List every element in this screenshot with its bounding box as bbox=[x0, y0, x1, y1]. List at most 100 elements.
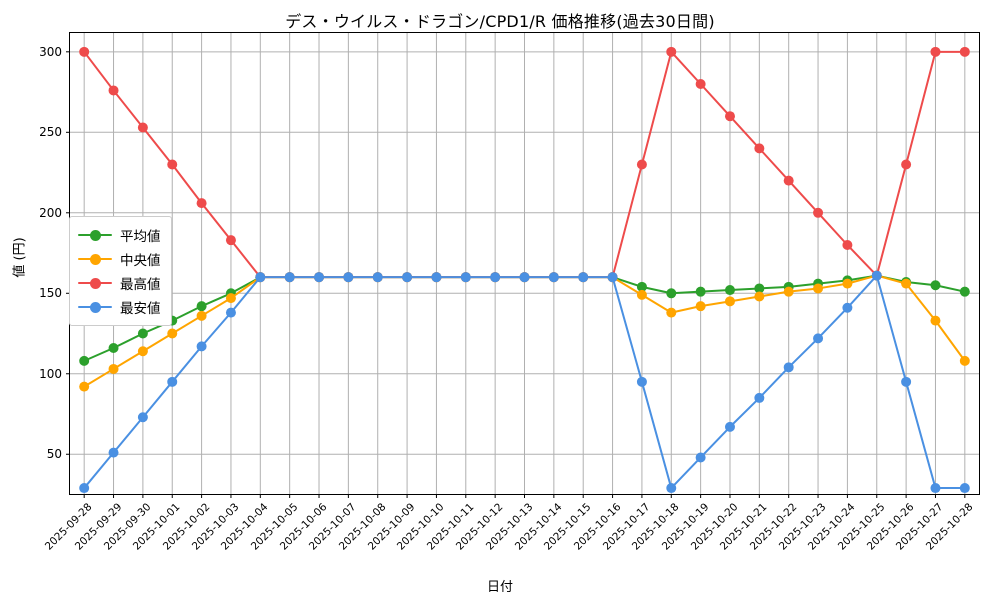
data-point-marker bbox=[548, 272, 559, 283]
data-point-marker bbox=[79, 381, 90, 392]
legend-item-label: 最安値 bbox=[120, 301, 161, 317]
data-point-marker bbox=[813, 207, 824, 218]
data-point-marker bbox=[695, 301, 706, 312]
legend-item[interactable]: 平均値 bbox=[78, 223, 161, 247]
data-point-marker bbox=[196, 301, 207, 312]
data-point-marker bbox=[842, 239, 853, 250]
data-point-marker bbox=[490, 272, 501, 283]
data-point-marker bbox=[372, 272, 383, 283]
data-point-marker bbox=[225, 293, 236, 304]
x-axis-label: 日付 bbox=[486, 580, 513, 595]
data-point-marker bbox=[930, 280, 941, 291]
data-point-marker bbox=[79, 46, 90, 57]
legend-swatch-icon bbox=[78, 228, 112, 242]
data-point-marker bbox=[666, 288, 677, 299]
y-tick-label: 100 bbox=[39, 366, 62, 381]
data-point-marker bbox=[108, 447, 119, 458]
data-point-marker bbox=[79, 355, 90, 366]
grid-lines bbox=[69, 32, 980, 495]
data-point-marker bbox=[901, 376, 912, 387]
axis-ticks bbox=[66, 51, 966, 498]
data-point-marker bbox=[225, 235, 236, 246]
data-point-marker bbox=[167, 328, 178, 339]
legend-item-label: 平均値 bbox=[120, 229, 161, 245]
series-最安値 bbox=[79, 270, 970, 494]
data-point-marker bbox=[871, 270, 882, 281]
data-point-marker bbox=[636, 376, 647, 387]
data-point-marker bbox=[695, 286, 706, 297]
legend-swatch-icon bbox=[78, 252, 112, 266]
data-point-marker bbox=[724, 296, 735, 307]
data-point-marker bbox=[813, 283, 824, 294]
data-point-marker bbox=[607, 272, 618, 283]
data-point-marker bbox=[108, 363, 119, 374]
data-point-marker bbox=[959, 286, 970, 297]
data-point-marker bbox=[842, 278, 853, 289]
y-tick-label: 300 bbox=[39, 44, 62, 59]
data-point-marker bbox=[519, 272, 530, 283]
data-point-marker bbox=[167, 159, 178, 170]
data-point-marker bbox=[754, 283, 765, 294]
data-point-marker bbox=[225, 307, 236, 318]
legend-item[interactable]: 中央値 bbox=[78, 247, 161, 271]
data-point-marker bbox=[930, 315, 941, 326]
data-point-marker bbox=[754, 143, 765, 154]
data-point-marker bbox=[431, 272, 442, 283]
data-point-marker bbox=[137, 122, 148, 133]
series-lines bbox=[79, 46, 970, 494]
data-point-marker bbox=[460, 272, 471, 283]
data-point-marker bbox=[666, 483, 677, 494]
legend-item-label: 最高値 bbox=[120, 277, 161, 293]
data-point-marker bbox=[813, 333, 824, 344]
data-point-marker bbox=[402, 272, 413, 283]
data-point-marker bbox=[695, 452, 706, 463]
data-point-marker bbox=[108, 85, 119, 96]
data-point-marker bbox=[724, 285, 735, 296]
data-point-marker bbox=[636, 289, 647, 300]
y-tick-label: 50 bbox=[46, 447, 62, 462]
y-tick-label: 200 bbox=[39, 205, 62, 220]
data-point-marker bbox=[314, 272, 325, 283]
data-point-marker bbox=[578, 272, 589, 283]
data-point-marker bbox=[901, 278, 912, 289]
legend-swatch-icon bbox=[78, 300, 112, 314]
data-point-marker bbox=[284, 272, 295, 283]
data-point-marker bbox=[79, 483, 90, 494]
data-point-marker bbox=[137, 346, 148, 357]
chart-title: デス・ウイルス・ドラゴン/CPD1/R 価格推移(過去30日間) bbox=[285, 12, 715, 31]
legend-item[interactable]: 最安値 bbox=[78, 295, 161, 319]
data-point-marker bbox=[343, 272, 354, 283]
data-point-marker bbox=[724, 421, 735, 432]
data-point-marker bbox=[783, 286, 794, 297]
data-point-marker bbox=[196, 341, 207, 352]
data-point-marker bbox=[930, 46, 941, 57]
data-point-marker bbox=[754, 392, 765, 403]
legend-item[interactable]: 最高値 bbox=[78, 271, 161, 295]
data-point-marker bbox=[754, 291, 765, 302]
chart-legend: 平均値中央値最高値最安値 bbox=[69, 216, 172, 326]
data-point-marker bbox=[783, 362, 794, 373]
data-point-marker bbox=[842, 302, 853, 313]
data-point-marker bbox=[695, 79, 706, 90]
data-point-marker bbox=[196, 198, 207, 209]
data-point-marker bbox=[636, 281, 647, 292]
data-point-marker bbox=[108, 343, 119, 354]
data-point-marker bbox=[783, 175, 794, 186]
y-tick-label: 250 bbox=[39, 125, 62, 140]
data-point-marker bbox=[196, 310, 207, 321]
data-point-marker bbox=[901, 159, 912, 170]
data-point-marker bbox=[636, 159, 647, 170]
y-tick-label: 150 bbox=[39, 286, 62, 301]
legend-swatch-icon bbox=[78, 276, 112, 290]
data-point-marker bbox=[137, 412, 148, 423]
data-point-marker bbox=[959, 355, 970, 366]
data-point-marker bbox=[959, 46, 970, 57]
data-point-marker bbox=[666, 307, 677, 318]
data-point-marker bbox=[724, 111, 735, 122]
data-point-marker bbox=[137, 328, 148, 339]
data-point-marker bbox=[959, 483, 970, 494]
legend-item-label: 中央値 bbox=[120, 253, 161, 269]
data-point-marker bbox=[930, 483, 941, 494]
data-point-marker bbox=[167, 376, 178, 387]
